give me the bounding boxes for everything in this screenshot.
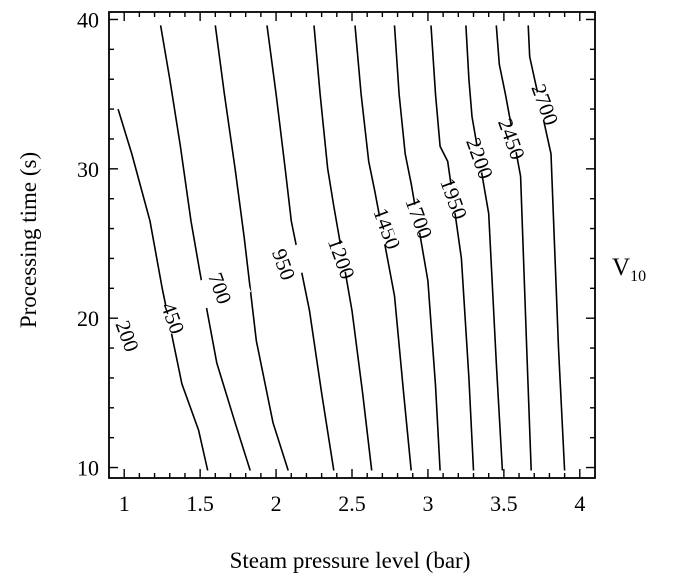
y-tick-label: 20 [77,306,99,331]
contour-label-bg [188,265,251,312]
x-tick-label: 4 [574,491,585,516]
contour-line-700 [214,25,289,471]
contour-label-bg [252,241,315,288]
contour-label-bg [513,81,576,128]
contour-line-1950 [430,25,475,471]
y-tick-label: 30 [77,157,99,182]
contour-label-bg [141,295,204,341]
x-axis-label: Steam pressure level (bar) [230,548,471,573]
contour-label-bg [480,116,543,162]
x-tick-label: 2.5 [338,491,366,516]
contour-line-2200 [465,25,504,471]
x-tick-label: 3.5 [490,491,518,516]
x-tick-label: 1.5 [186,491,214,516]
contour-line-200 [117,108,209,471]
contour-line-1700 [393,25,441,471]
side-label-subscript: 10 [630,268,646,285]
contour-line-950 [266,25,335,471]
contour-line-2700 [527,25,566,471]
y-tick-label: 40 [77,7,99,32]
side-label-main: V [612,254,630,281]
contour-line-2450 [495,25,532,471]
contour-label-bg [310,235,373,282]
y-axis-label: Processing time (s) [16,152,41,328]
side-label: V10 [612,254,646,285]
contour-line-450 [159,25,251,471]
contour-line-1450 [354,25,412,471]
x-tick-label: 2 [271,491,282,516]
contour-line-1200 [313,25,373,471]
x-tick-label: 1 [119,491,130,516]
axis-ticks [109,12,595,478]
contour-label-bg [422,175,485,222]
y-tick-label: 10 [77,456,99,481]
tick-labels: 1 1.5 2 2.5 3 3.5 4 10 20 30 40 [77,7,585,516]
x-tick-label: 3 [422,491,433,516]
